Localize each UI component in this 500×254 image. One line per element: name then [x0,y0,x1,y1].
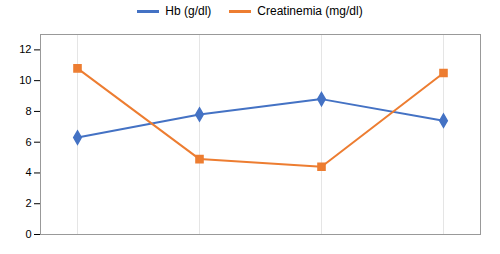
svg-text:0: 0 [25,228,31,240]
svg-text:12: 12 [19,43,31,55]
svg-text:8: 8 [25,105,31,117]
svg-text:10: 10 [19,74,31,86]
html-text:Hb (g/dl): Hb (g/dl) [165,4,212,18]
svg-text:4: 4 [25,166,31,178]
html-text:Creatinemia (mg/dl): Creatinemia (mg/dl) [257,4,363,18]
svg-text:6: 6 [25,136,31,148]
svg-text:2: 2 [25,197,31,209]
